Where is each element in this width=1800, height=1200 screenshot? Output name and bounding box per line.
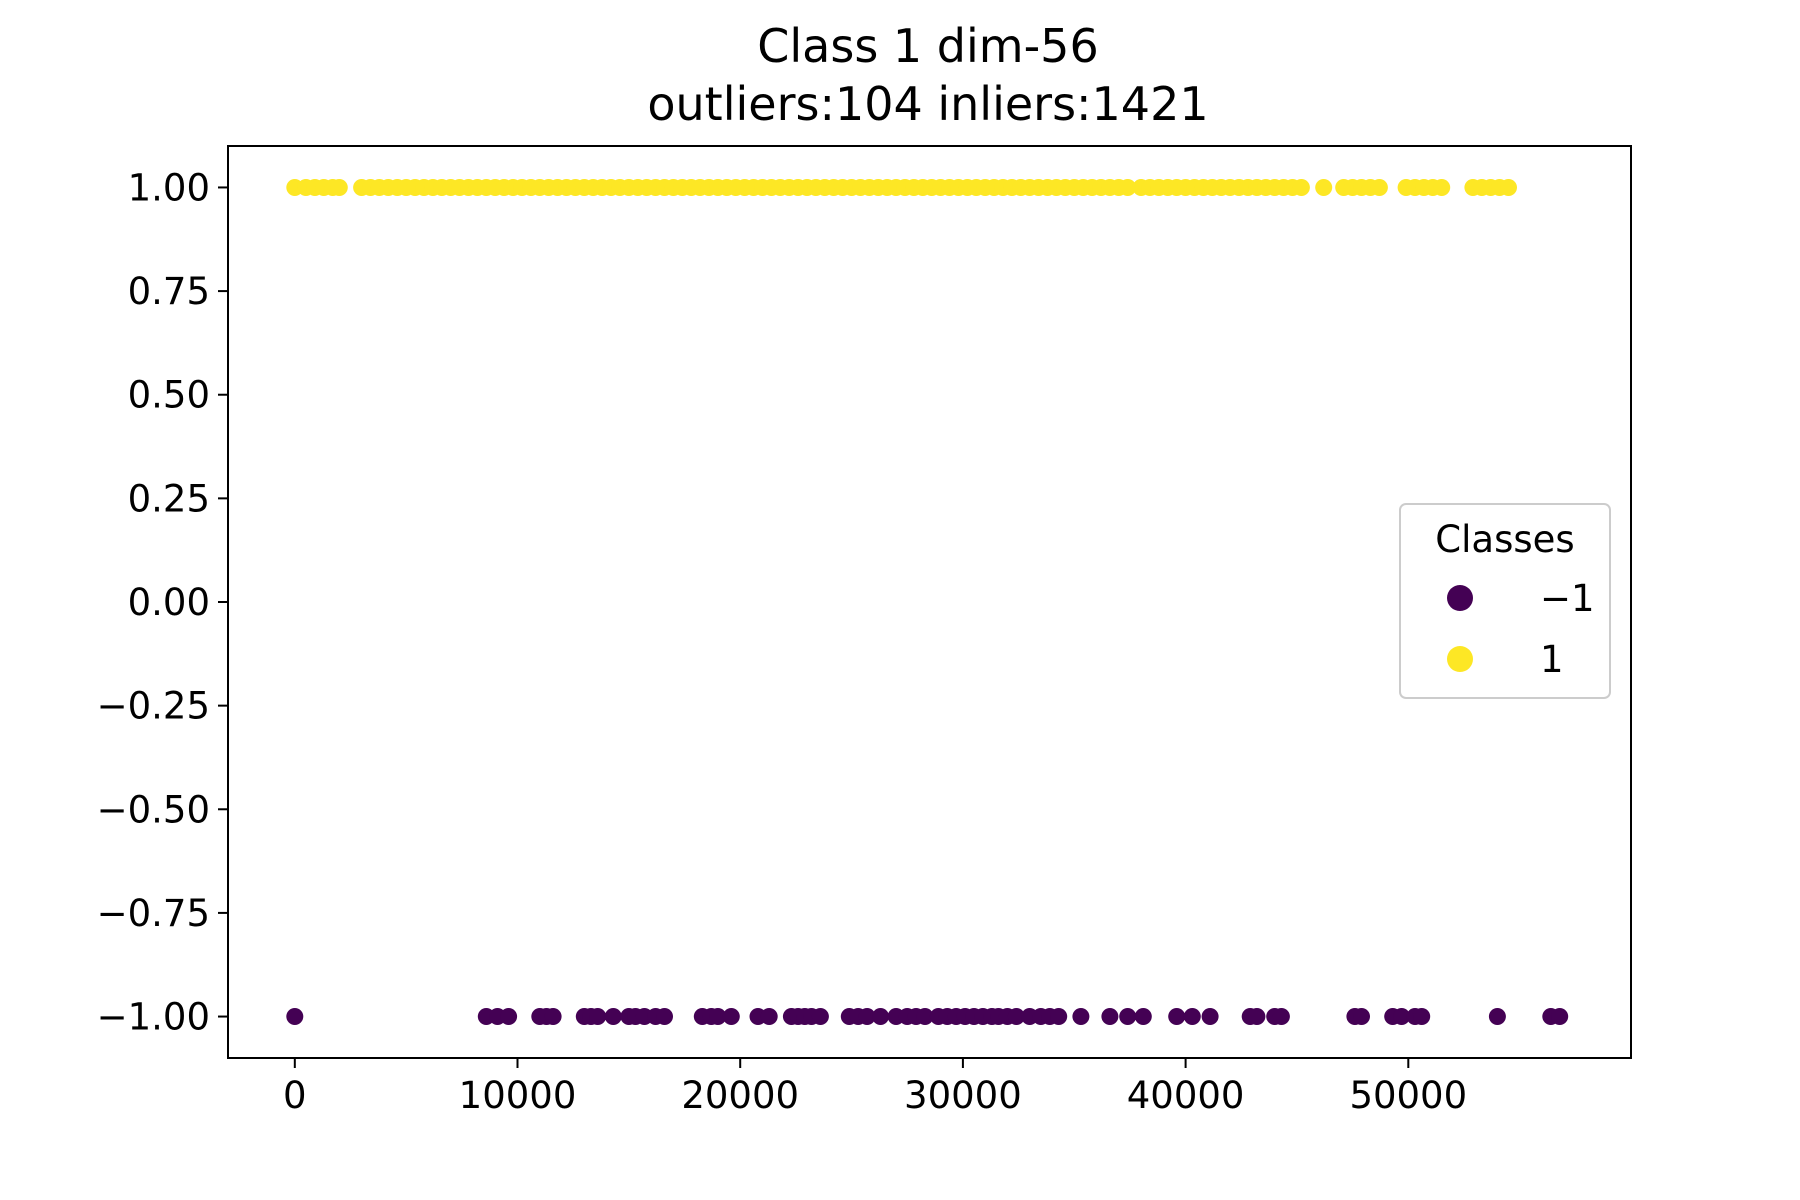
legend-title: Classes [1435, 518, 1574, 561]
y-tick-label: −0.75 [97, 892, 210, 935]
x-tick-label: 10000 [459, 1074, 577, 1117]
y-tick-label: 0.75 [128, 270, 210, 313]
outlier-point-0 [286, 1008, 304, 1025]
chart-subtitle: outliers:104 inliers:1421 [647, 77, 1208, 131]
outlier-point-3 [500, 1008, 518, 1025]
y-tick-label: 0.50 [128, 374, 210, 417]
outlier-point-68 [1551, 1008, 1569, 1025]
legend-marker-outlier [1447, 585, 1473, 611]
outlier-point-55 [1201, 1008, 1219, 1025]
x-axis: 0 10000 20000 30000 40000 50000 [283, 1058, 1467, 1117]
legend: Classes −1 1 [1399, 503, 1611, 699]
outlier-point-29 [858, 1008, 876, 1025]
outlier-point-30 [872, 1008, 889, 1025]
legend-marker-inlier [1447, 646, 1473, 672]
chart-title: Class 1 dim-56 [757, 19, 1098, 73]
y-tick-label: −0.50 [97, 788, 210, 831]
outlier-point-61 [1353, 1008, 1370, 1025]
inlier-point-122 [1433, 179, 1451, 196]
inlier-point-127 [1500, 179, 1517, 196]
x-tick-label: 0 [283, 1074, 307, 1117]
outlier-point-18 [709, 1008, 727, 1025]
outlier-point-44 [1007, 1008, 1025, 1025]
outlier-point-51 [1119, 1008, 1137, 1025]
inlier-point-111 [1292, 179, 1310, 196]
outlier-point-21 [760, 1008, 778, 1025]
outlier-point-19 [722, 1008, 740, 1025]
y-tick-label: 0.00 [128, 581, 210, 624]
outlier-point-63 [1393, 1008, 1411, 1025]
outlier-point-57 [1248, 1008, 1266, 1025]
legend-label-outlier: −1 [1540, 577, 1595, 620]
outlier-point-26 [811, 1008, 829, 1025]
inlier-point-92 [1119, 179, 1137, 196]
outlier-point-10 [604, 1008, 622, 1025]
outlier-point-52 [1134, 1008, 1152, 1025]
x-tick-label: 40000 [1127, 1074, 1245, 1117]
outlier-point-66 [1488, 1008, 1506, 1025]
inlier-point-117 [1370, 179, 1388, 196]
x-tick-label: 30000 [904, 1074, 1022, 1117]
y-tick-label: 1.00 [128, 166, 210, 209]
outlier-point-54 [1183, 1008, 1201, 1025]
outlier-point-48 [1050, 1008, 1068, 1025]
x-tick-label: 50000 [1349, 1074, 1467, 1117]
inlier-point-112 [1315, 179, 1333, 196]
legend-label-inlier: 1 [1540, 638, 1564, 681]
outlier-point-50 [1101, 1008, 1119, 1025]
outlier-point-53 [1168, 1008, 1186, 1025]
x-tick-label: 20000 [681, 1074, 799, 1117]
data-points [286, 179, 1569, 1025]
outlier-point-15 [656, 1008, 673, 1025]
outlier-point-6 [544, 1008, 562, 1025]
y-tick-label: −0.25 [97, 685, 210, 728]
y-axis: 1.00 0.75 0.50 0.25 0.00 −0.25 −0.50 −0.75 −1.00 [97, 166, 228, 1039]
inlier-point-5 [330, 179, 348, 196]
outlier-point-34 [916, 1008, 934, 1025]
outlier-point-59 [1272, 1008, 1290, 1025]
y-tick-label: 0.25 [128, 477, 210, 520]
y-tick-label: −1.00 [97, 996, 210, 1039]
outlier-point-9 [589, 1008, 607, 1025]
outlier-point-65 [1413, 1008, 1431, 1025]
outlier-point-49 [1072, 1008, 1090, 1025]
